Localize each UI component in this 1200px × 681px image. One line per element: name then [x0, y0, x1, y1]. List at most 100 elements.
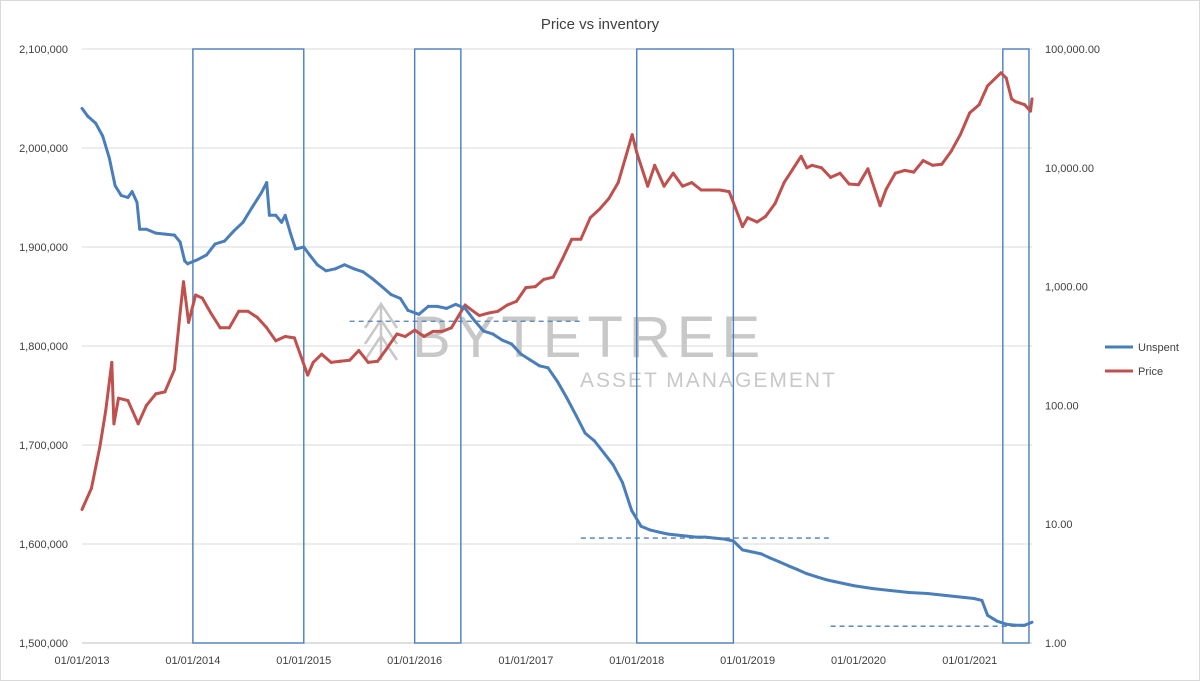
series-price-segment: [671, 171, 685, 188]
y-right-tick-label: 10,000.00: [1045, 163, 1094, 175]
series-price-segment: [579, 216, 592, 241]
series-price-segment: [182, 280, 191, 324]
series-unspent-segment: [482, 329, 495, 336]
series-unspent-segment: [583, 431, 596, 443]
series-price-segment: [903, 168, 916, 174]
series-price-segment: [607, 181, 620, 201]
series-unspent-segment: [398, 297, 410, 312]
x-tick-label: 01/01/2014: [165, 655, 220, 667]
series-unspent-segment: [805, 572, 818, 579]
series-unspent-segment: [163, 232, 176, 237]
series-price-segment: [385, 332, 399, 351]
series-unspent-segment: [154, 231, 167, 236]
series-price-segment: [126, 399, 140, 426]
series-price-segment: [274, 335, 287, 343]
series-unspent-segment: [602, 451, 615, 467]
x-tick-label: 01/01/2018: [609, 655, 664, 667]
series-price-segment: [630, 133, 639, 154]
series-price-segment: [893, 168, 907, 175]
legend-label-unspent: Unspent: [1138, 342, 1179, 354]
y-left-tick-label: 2,000,000: [19, 143, 68, 155]
series-unspent-segment: [302, 245, 312, 257]
series-unspent-segment: [86, 114, 98, 125]
y-left-tick-label: 1,700,000: [19, 440, 68, 452]
legend-label-price: Price: [1138, 366, 1163, 378]
series-unspent-segment: [786, 564, 800, 572]
series-unspent-segment: [713, 536, 726, 541]
y-left-tick-label: 1,900,000: [19, 242, 68, 254]
series-price-segment: [477, 311, 491, 318]
series-unspent-segment: [333, 263, 346, 271]
series-unspent-segment: [315, 263, 328, 273]
series-unspent-segment: [833, 580, 846, 586]
series-unspent-segment: [1004, 622, 1018, 627]
series-unspent-segment: [94, 121, 105, 138]
series-price-segment: [117, 396, 130, 402]
series-unspent-segment: [265, 181, 271, 217]
series-unspent-segment: [796, 568, 809, 576]
series-unspent: [80, 106, 1034, 627]
series-price-segment: [764, 202, 777, 218]
series-unspent-segment: [777, 560, 790, 568]
series-price-segment: [487, 309, 500, 315]
series-price-segment: [163, 368, 176, 394]
series-price-segment: [533, 277, 546, 289]
series-price-segment: [110, 360, 116, 426]
series-unspent-segment: [963, 596, 976, 600]
series-price-segment: [866, 167, 882, 208]
series-unspent-segment: [241, 205, 254, 224]
series-unspent-segment: [703, 535, 717, 540]
series-price-segment: [931, 162, 944, 167]
series-unspent-segment: [500, 338, 514, 346]
series-unspent-segment: [178, 240, 187, 263]
series-price-segment: [144, 392, 158, 407]
series-unspent-segment: [657, 530, 670, 536]
series-unspent-segment: [144, 227, 158, 235]
series-price-segment: [227, 309, 241, 330]
series-unspent-segment: [435, 304, 449, 310]
series-price-segment: [338, 358, 352, 363]
series-unspent-segment: [223, 229, 236, 243]
series-unspent-segment: [528, 358, 541, 368]
series-price-segment: [292, 336, 310, 377]
series-price-segment: [690, 181, 703, 192]
series-price-segment: [912, 159, 925, 174]
series-price-segment: [209, 311, 222, 330]
y-left-tick-label: 1,600,000: [19, 539, 68, 551]
series-price-segment: [718, 188, 731, 194]
series-price-segment: [136, 403, 148, 426]
series-price-segment: [440, 326, 453, 333]
series-unspent-segment: [186, 258, 199, 266]
series-price-segment: [255, 315, 269, 330]
series-unspent-segment: [491, 332, 504, 342]
series-unspent-segment: [417, 304, 430, 316]
support-lines: [349, 320, 1025, 627]
series-price-segment: [810, 163, 823, 170]
series-price-segment: [820, 166, 833, 179]
series-price-segment: [986, 71, 1003, 88]
series-unspent-segment: [389, 293, 402, 300]
series-price-segment: [646, 163, 657, 188]
series-price-segment: [172, 311, 182, 372]
series-price-segment: [838, 171, 851, 186]
series-price-segment: [413, 328, 426, 338]
legend-item-price: Price: [1105, 366, 1163, 378]
series-unspent-segment: [213, 239, 226, 246]
series-unspent-segment: [870, 587, 892, 592]
series-unspent-segment: [980, 598, 990, 617]
series-price-segment: [857, 167, 870, 187]
series-unspent-segment: [944, 594, 967, 599]
series-unspent-segment: [814, 575, 828, 582]
series-price-segment: [977, 84, 990, 107]
series-price-segment: [514, 286, 528, 303]
series-price-segment: [320, 352, 333, 364]
series-price-segment: [542, 275, 555, 281]
series-unspent-segment: [750, 550, 763, 556]
series-unspent-segment: [574, 413, 587, 435]
series-price-segment: [598, 197, 611, 211]
series-price-segment: [755, 214, 768, 224]
legend: Unspent Price: [1105, 342, 1179, 378]
series-unspent-segment: [472, 318, 486, 333]
series-price-segment: [746, 216, 759, 224]
